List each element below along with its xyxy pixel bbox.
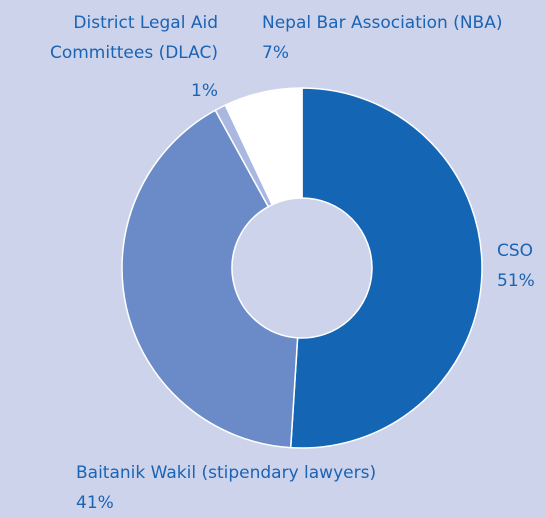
donut-slice <box>289 87 483 449</box>
category-label: Baitanik Wakil (stipendary lawyers) <box>76 463 377 483</box>
category-label: Nepal Bar Association (NBA) <box>262 13 503 33</box>
category-label: District Legal Aid Committees (DLAC) <box>49 13 218 63</box>
label-cso: CSO 51% <box>497 236 535 296</box>
value-label: 51% <box>497 271 535 291</box>
label-nba: Nepal Bar Association (NBA) 7% <box>262 8 502 68</box>
donut-slice <box>121 109 299 449</box>
donut-slice <box>224 87 303 206</box>
value-label: 1% <box>191 81 218 101</box>
value-label: 7% <box>262 43 289 63</box>
category-label: CSO <box>497 241 534 261</box>
label-baitanik: Baitanik Wakil (stipendary lawyers) 41% <box>76 458 376 518</box>
value-label: 41% <box>76 493 114 513</box>
label-dlac: District Legal Aid Committees (DLAC) 1% <box>8 8 218 106</box>
